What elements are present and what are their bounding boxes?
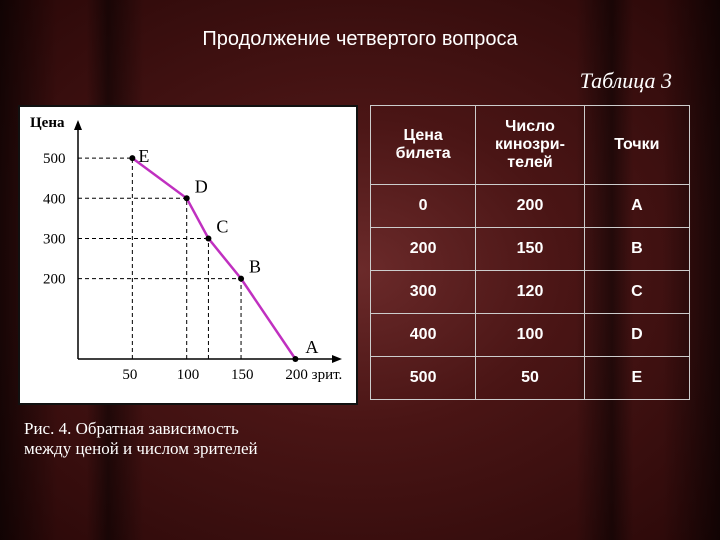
data-table: Цена билета Число кинозри-телей Точки 02… bbox=[370, 105, 690, 400]
table-row: 200150B bbox=[371, 228, 690, 271]
table-row: 50050E bbox=[371, 357, 690, 400]
svg-text:C: C bbox=[216, 216, 228, 236]
table-cell: 300 bbox=[371, 271, 476, 314]
svg-text:100: 100 bbox=[177, 367, 200, 383]
page-title: Продолжение четвертого вопроса bbox=[0, 0, 720, 51]
table-cell: 0 bbox=[371, 185, 476, 228]
table-row: 0200A bbox=[371, 185, 690, 228]
table-cell: 200 bbox=[476, 185, 584, 228]
table-cell: A bbox=[584, 185, 689, 228]
table-cell: 50 bbox=[476, 357, 584, 400]
table-cell: 100 bbox=[476, 314, 584, 357]
table-row: 300120C bbox=[371, 271, 690, 314]
svg-text:E: E bbox=[138, 146, 149, 166]
svg-text:B: B bbox=[249, 257, 261, 277]
table-cell: 150 bbox=[476, 228, 584, 271]
svg-text:400: 400 bbox=[43, 191, 66, 207]
svg-text:200 зрит.: 200 зрит. bbox=[285, 367, 342, 383]
table-cell: 120 bbox=[476, 271, 584, 314]
table-header-viewers: Число кинозри-телей bbox=[476, 106, 584, 185]
table-header-price: Цена билета bbox=[371, 106, 476, 185]
svg-text:50: 50 bbox=[122, 367, 137, 383]
svg-text:A: A bbox=[305, 337, 318, 357]
table-cell: C bbox=[584, 271, 689, 314]
table-label: Таблица 3 bbox=[580, 68, 672, 94]
svg-text:150: 150 bbox=[231, 367, 254, 383]
table-cell: B bbox=[584, 228, 689, 271]
table-cell: E bbox=[584, 357, 689, 400]
chart-area: Цена 500 400 300 200 50 100 150 200 зрит. E DC B A Р… bbox=[18, 105, 358, 470]
svg-text:D: D bbox=[195, 176, 208, 196]
chart-caption: Рис. 4. Обратная зависимость между ценой… bbox=[18, 415, 358, 464]
svg-text:200: 200 bbox=[43, 272, 66, 288]
table-header-row: Цена билета Число кинозри-телей Точки bbox=[371, 106, 690, 185]
table-cell: D bbox=[584, 314, 689, 357]
table-header-points: Точки bbox=[584, 106, 689, 185]
caption-line-1: Рис. 4. Обратная зависимость bbox=[24, 419, 239, 438]
chart-box: Цена 500 400 300 200 50 100 150 200 зрит. E DC B A bbox=[18, 105, 358, 405]
caption-line-2: между ценой и числом зрителей bbox=[24, 439, 258, 458]
demand-chart: Цена 500 400 300 200 50 100 150 200 зрит. E DC B A bbox=[20, 107, 356, 403]
svg-text:500: 500 bbox=[43, 151, 66, 167]
table-cell: 400 bbox=[371, 314, 476, 357]
table-cell: 200 bbox=[371, 228, 476, 271]
table-cell: 500 bbox=[371, 357, 476, 400]
table-row: 400100D bbox=[371, 314, 690, 357]
svg-text:300: 300 bbox=[43, 231, 66, 247]
svg-text:Цена: Цена bbox=[30, 115, 65, 131]
